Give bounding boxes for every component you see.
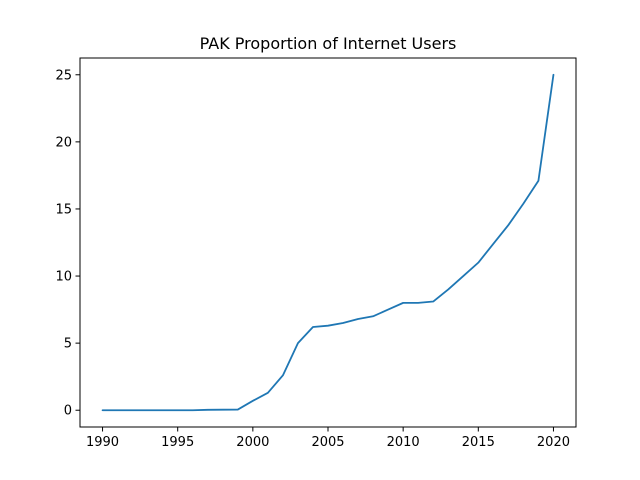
x-axis: 1990 1995 2000 2005 2010 2015 2020: [86, 427, 570, 450]
series-line-0: [101, 73, 555, 412]
y-tick-label: 20: [55, 135, 72, 150]
x-tick-label: 2000: [236, 435, 269, 450]
y-tick-label: 25: [55, 68, 72, 83]
x-tick-label: 1995: [161, 435, 194, 450]
x-tick-label: 2015: [462, 435, 495, 450]
x-tick-label: 1990: [86, 435, 119, 450]
y-axis: 0 5 10 15 20 25: [55, 68, 80, 419]
x-tick-label: 2005: [311, 435, 344, 450]
chart-title: PAK Proportion of Internet Users: [200, 34, 457, 53]
x-tick-label: 2010: [387, 435, 420, 450]
y-tick-label: 0: [64, 404, 72, 419]
y-tick-label: 5: [64, 337, 72, 352]
x-tick-label: 2020: [537, 435, 570, 450]
y-tick-label: 10: [55, 270, 72, 285]
y-tick-label: 15: [55, 202, 72, 217]
